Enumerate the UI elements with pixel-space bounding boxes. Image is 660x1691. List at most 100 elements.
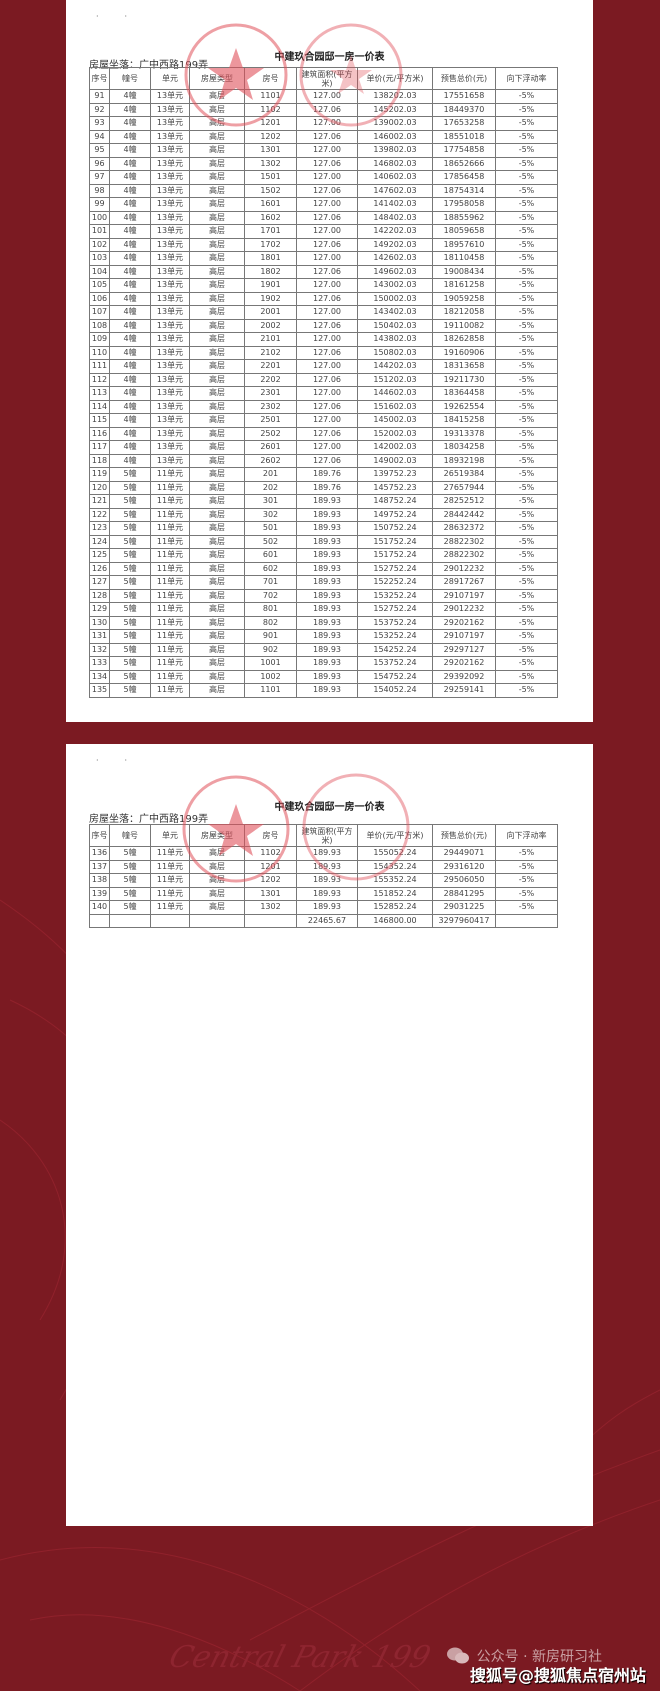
table-cell: 149602.03: [357, 264, 433, 279]
table-cell: 4幢: [109, 332, 151, 347]
table-cell: 高层: [189, 426, 245, 441]
table-cell: 127.00: [296, 251, 358, 266]
table-row: 133 5幢 11单元 高层 1001 189.93 153752.24 29202162 -5…: [89, 656, 558, 671]
table-cell: 1002: [244, 669, 297, 684]
table-cell: 13单元: [150, 143, 190, 158]
table-cell: 127: [89, 575, 110, 590]
table-cell: -5%: [495, 359, 558, 374]
table-cell: 145002.03: [357, 413, 433, 428]
column-header: 房屋类型: [189, 67, 245, 90]
table-cell: 13单元: [150, 440, 190, 455]
table-cell: 高层: [189, 345, 245, 360]
table-cell: 高层: [189, 440, 245, 455]
table-cell: 高层: [189, 642, 245, 657]
table-cell: 5幢: [109, 859, 151, 874]
table-cell: 2601: [244, 440, 297, 455]
table-cell: 4幢: [109, 143, 151, 158]
table-cell: 2502: [244, 426, 297, 441]
table-cell: -5%: [495, 561, 558, 576]
table-cell: 高层: [189, 170, 245, 185]
table-cell: 154052.24: [357, 683, 433, 698]
table-cell: 4幢: [109, 129, 151, 144]
table-cell: -5%: [495, 859, 558, 874]
table-cell: 19110082: [432, 318, 496, 333]
table-cell: 1902: [244, 291, 297, 306]
table-cell: 106: [89, 291, 110, 306]
table-cell: 139002.03: [357, 116, 433, 131]
table-cell: 高层: [189, 615, 245, 630]
table-cell: 150752.24: [357, 521, 433, 536]
totals-cell: [244, 913, 297, 928]
table-cell: -5%: [495, 291, 558, 306]
table-row: 94 4幢 13单元 高层 1202 127.06 146002.03 18551018 -5%: [89, 129, 558, 144]
table-cell: 901: [244, 629, 297, 644]
table-cell: 11单元: [150, 480, 190, 495]
table-cell: -5%: [495, 534, 558, 549]
table-cell: 13单元: [150, 386, 190, 401]
table-cell: 142202.03: [357, 224, 433, 239]
table-cell: -5%: [495, 548, 558, 563]
table-cell: 127.00: [296, 359, 358, 374]
table-cell: 127.06: [296, 156, 358, 171]
location-label: 房屋坐落：广中西路199弄: [89, 60, 209, 71]
table-cell: 2602: [244, 453, 297, 468]
table-cell: 201: [244, 467, 297, 482]
table-cell: 95: [89, 143, 110, 158]
column-header: 单元: [150, 67, 190, 90]
table-cell: 154352.24: [357, 859, 433, 874]
table-cell: 152252.24: [357, 575, 433, 590]
table-cell: 19160906: [432, 345, 496, 360]
table-cell: 11单元: [150, 494, 190, 509]
table-cell: 146802.03: [357, 156, 433, 171]
table-cell: 5幢: [109, 846, 151, 861]
table-cell: -5%: [495, 305, 558, 320]
table-cell: 148752.24: [357, 494, 433, 509]
table-cell: 1202: [244, 129, 297, 144]
table-cell: 17551658: [432, 89, 496, 104]
table-cell: 1702: [244, 237, 297, 252]
table-cell: 高层: [189, 507, 245, 522]
column-header: 单价(元/平方米): [357, 824, 433, 847]
table-cell: 13单元: [150, 197, 190, 212]
table-cell: 13单元: [150, 453, 190, 468]
column-header: 序号: [89, 67, 110, 90]
table-cell: 127.06: [296, 183, 358, 198]
table-cell: 109: [89, 332, 110, 347]
table-cell: 117: [89, 440, 110, 455]
table-cell: -5%: [495, 237, 558, 252]
scan-marks: ··: [96, 756, 154, 765]
table-cell: 189.93: [296, 886, 358, 901]
table-row: 96 4幢 13单元 高层 1302 127.06 146802.03 18652666 -5%: [89, 156, 558, 171]
table-cell: 189.93: [296, 561, 358, 576]
table-cell: 2001: [244, 305, 297, 320]
table-cell: 11单元: [150, 561, 190, 576]
table-cell: 18364458: [432, 386, 496, 401]
table-cell: 11单元: [150, 615, 190, 630]
table-cell: 143802.03: [357, 332, 433, 347]
table-row: 104 4幢 13单元 高层 1802 127.06 149602.03 19008434 -5…: [89, 264, 558, 279]
table-cell: -5%: [495, 386, 558, 401]
table-cell: 98: [89, 183, 110, 198]
table-row: 136 5幢 11单元 高层 1102 189.93 155052.24 29449071 -5…: [89, 846, 558, 861]
table-cell: 127.06: [296, 345, 358, 360]
table-row: 124 5幢 11单元 高层 502 189.93 151752.24 28822302 -5%: [89, 534, 558, 549]
table-cell: 127.00: [296, 116, 358, 131]
table-row: 99 4幢 13单元 高层 1601 127.00 141402.03 17958058 -5%: [89, 197, 558, 212]
table-cell: 5幢: [109, 534, 151, 549]
table-cell: 1101: [244, 89, 297, 104]
table-cell: 137: [89, 859, 110, 874]
table-cell: 127.00: [296, 278, 358, 293]
table-cell: 11单元: [150, 548, 190, 563]
table-cell: 18262858: [432, 332, 496, 347]
table-cell: 17653258: [432, 116, 496, 131]
table-cell: 189.93: [296, 656, 358, 671]
table-cell: 145202.03: [357, 102, 433, 117]
table-cell: 149752.24: [357, 507, 433, 522]
table-cell: 13单元: [150, 426, 190, 441]
table-cell: -5%: [495, 440, 558, 455]
table-cell: 4幢: [109, 399, 151, 414]
table-cell: 1301: [244, 143, 297, 158]
table-cell: 11单元: [150, 846, 190, 861]
price-list-page-1: ·· 中建玖合园邸一房一价表 房屋坐落：广中西路199弄 序号 幢号 单元 房屋类型房…: [66, 0, 593, 722]
table-row: 109 4幢 13单元 高层 2101 127.00 143802.03 18262858 -5…: [89, 332, 558, 347]
